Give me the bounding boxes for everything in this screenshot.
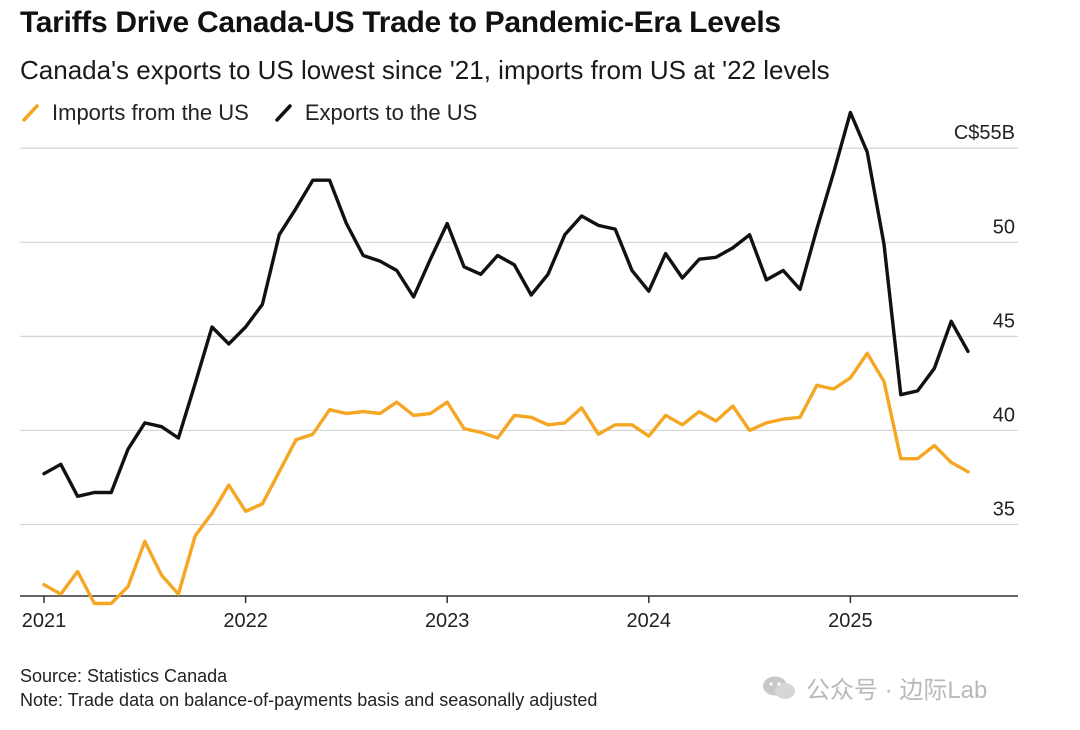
legend-swatch-imports bbox=[22, 104, 39, 122]
legend-label-imports: Imports from the US bbox=[52, 100, 249, 125]
x-tick-label-2022: 2022 bbox=[223, 610, 268, 632]
series-line-imports bbox=[42, 351, 970, 606]
y-tick-label-50: 50 bbox=[993, 216, 1015, 238]
gridlines bbox=[20, 147, 1018, 526]
y-tick-label-40: 40 bbox=[993, 404, 1015, 426]
wechat-icon bbox=[763, 676, 795, 699]
chart-title: Tariffs Drive Canada-US Trade to Pandemi… bbox=[20, 6, 781, 39]
y-tick-label-35: 35 bbox=[993, 499, 1015, 521]
y-axis-labels: 35 40 45 50 C$55B bbox=[954, 122, 1015, 520]
legend-item-exports: Exports to the US bbox=[273, 100, 477, 126]
watermark: 公众号 · 边际Lab bbox=[762, 670, 987, 705]
x-tick-label-2024: 2024 bbox=[627, 610, 672, 632]
series-line-exports bbox=[42, 110, 970, 498]
source-note: Source: Statistics Canada bbox=[20, 666, 228, 686]
chart-subtitle: Canada's exports to US lowest since '21,… bbox=[20, 55, 830, 85]
x-axis: 2021 2022 2023 2024 2025 bbox=[20, 595, 1018, 632]
line-chart: 35 40 45 50 C$55B 2021 2022 2023 2024 2025 bbox=[20, 110, 1018, 632]
legend-swatch-exports bbox=[275, 104, 292, 122]
legend: Imports from the US Exports to the US bbox=[20, 100, 501, 126]
legend-label-exports: Exports to the US bbox=[304, 100, 478, 125]
y-tick-label-45: 45 bbox=[993, 310, 1015, 332]
x-tick-label-2021: 2021 bbox=[22, 610, 67, 632]
x-tick-label-2025: 2025 bbox=[828, 610, 873, 632]
y-tick-label-55: C$55B bbox=[954, 122, 1015, 144]
legend-item-imports: Imports from the US bbox=[20, 100, 249, 126]
footnote: Note: Trade data on balance-of-payments … bbox=[20, 690, 598, 710]
watermark-text: 公众号 · 边际Lab bbox=[806, 677, 988, 704]
series-lines bbox=[42, 110, 970, 606]
x-tick-label-2023: 2023 bbox=[425, 610, 470, 632]
